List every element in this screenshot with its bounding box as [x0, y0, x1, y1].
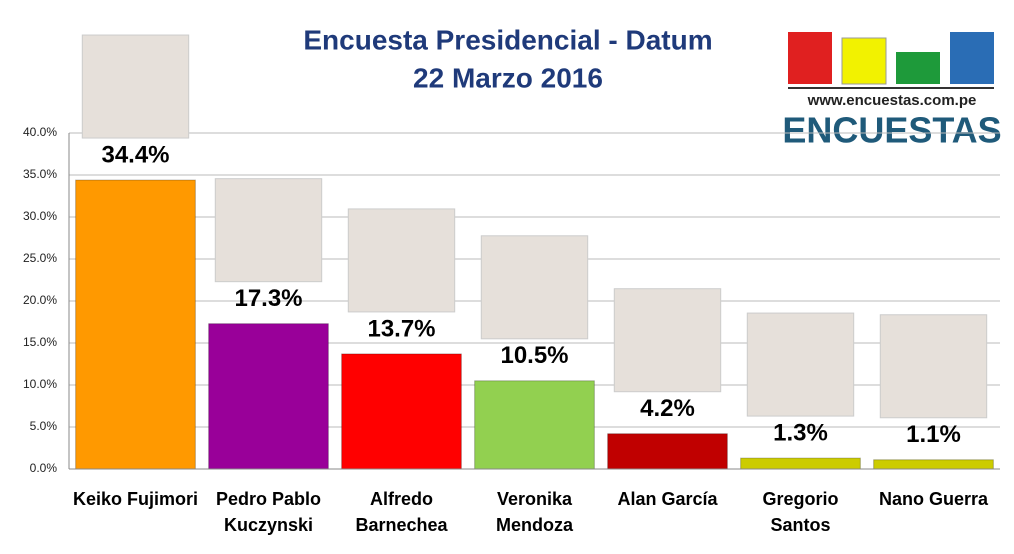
- y-tick-label: 30.0%: [23, 209, 57, 223]
- bar: [873, 459, 994, 470]
- x-tick-label: Alan García: [617, 489, 718, 509]
- logo-blocks: [788, 32, 994, 89]
- photo: [613, 288, 722, 393]
- logo-block: [950, 32, 994, 84]
- photo: [214, 178, 323, 283]
- value-label: 34.4%: [101, 141, 169, 168]
- value-label: 10.5%: [500, 342, 568, 369]
- x-tick-label: Gregorio Santos: [762, 489, 839, 535]
- value-label: 4.2%: [640, 395, 695, 422]
- y-tick-label: 15.0%: [23, 335, 57, 349]
- value-label: 1.1%: [906, 421, 961, 448]
- photo: [879, 314, 988, 419]
- y-tick-label: 25.0%: [23, 251, 57, 265]
- bar: [208, 323, 329, 470]
- photo: [347, 208, 456, 313]
- bar: [341, 353, 462, 470]
- value-label: 17.3%: [234, 285, 302, 312]
- logo-block: [896, 52, 940, 84]
- logo-block: [788, 32, 832, 84]
- chart-subtitle: 22 Marzo 2016: [413, 62, 603, 93]
- photo: [746, 312, 855, 417]
- x-tick-label: Nano Guerra: [878, 489, 989, 509]
- bar: [75, 179, 196, 470]
- logo-url: www.encuestas.com.pe: [807, 92, 977, 109]
- photo: [81, 34, 190, 139]
- value-label: 13.7%: [367, 315, 435, 342]
- bar: [474, 380, 595, 470]
- bar: [740, 457, 861, 470]
- chart-title: Encuesta Presidencial - Datum: [303, 24, 712, 55]
- x-tick-label: Alfredo Barnechea: [355, 489, 448, 535]
- logo-name: ENCUESTAS: [782, 110, 1001, 151]
- y-tick-label: 0.0%: [30, 461, 58, 475]
- y-tick-label: 10.0%: [23, 377, 57, 391]
- y-tick-label: 5.0%: [30, 419, 58, 433]
- bar: [607, 433, 728, 470]
- photo: [480, 235, 589, 340]
- x-tick-label: Keiko Fujimori: [72, 489, 198, 509]
- x-tick-label: Veronika Mendoza: [495, 489, 573, 535]
- x-tick-label: Pedro Pablo Kuczynski: [215, 489, 322, 535]
- logo-block: [841, 37, 887, 85]
- y-tick-label: 40.0%: [23, 125, 57, 139]
- value-label: 1.3%: [773, 419, 828, 446]
- y-tick-label: 20.0%: [23, 293, 57, 307]
- y-tick-label: 35.0%: [23, 167, 57, 181]
